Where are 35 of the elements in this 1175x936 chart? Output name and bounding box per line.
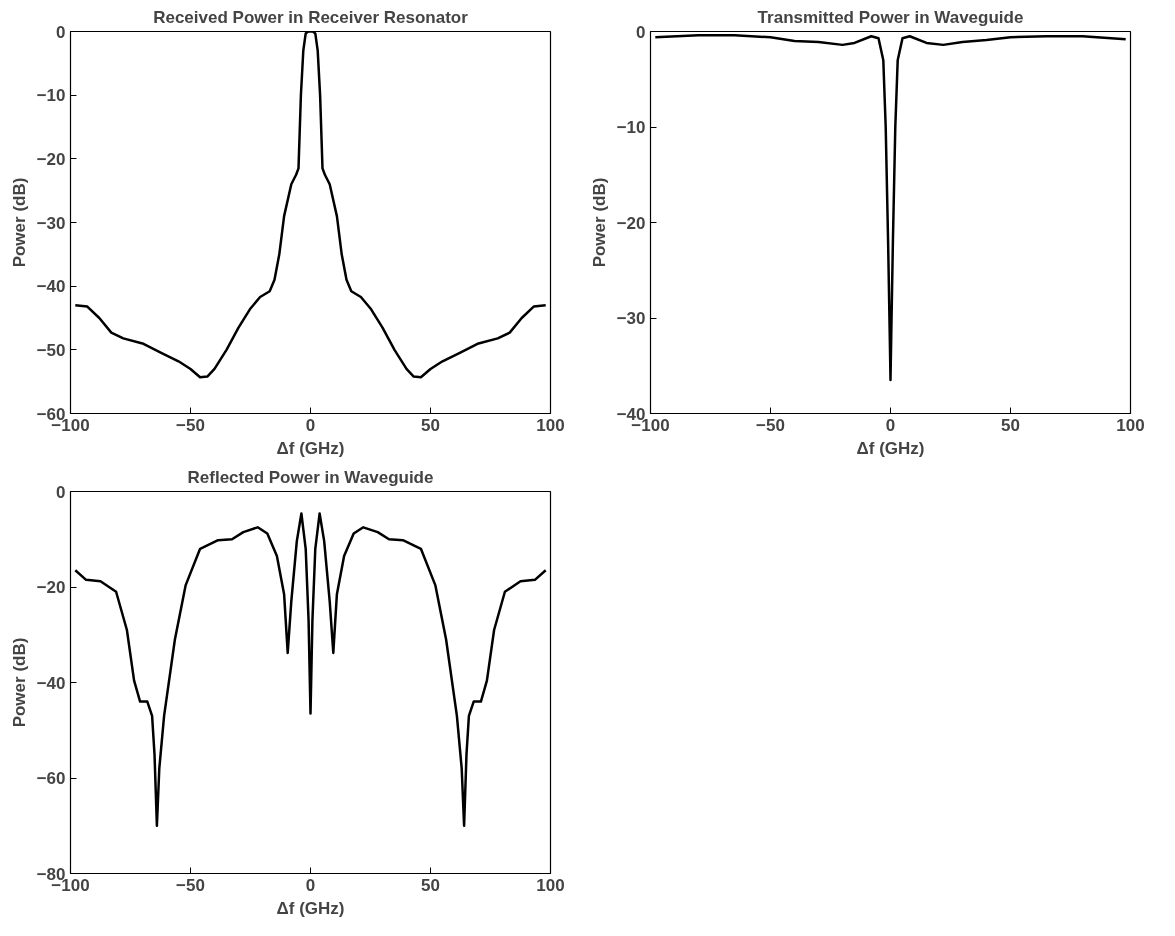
y-tick-label: −10 xyxy=(36,86,66,106)
y-tick-label: −30 xyxy=(36,213,66,233)
y-tick-label: −50 xyxy=(36,340,66,360)
y-tick-label: −20 xyxy=(36,578,66,597)
x-tick-label: −50 xyxy=(176,415,205,435)
chart-title: Transmitted Power in Waveguide xyxy=(757,7,1024,27)
x-tick-label: 50 xyxy=(421,415,440,435)
y-tick-label: −20 xyxy=(36,149,66,169)
y-tick-label: 0 xyxy=(56,22,66,42)
x-axis-title: Δf (GHz) xyxy=(856,438,925,458)
x-tick-label: 100 xyxy=(536,875,565,895)
y-tick-label: −40 xyxy=(36,673,66,693)
x-tick-label: 0 xyxy=(885,415,896,435)
y-axis-title: Power (dB) xyxy=(9,637,29,728)
x-axis-title: Δf (GHz) xyxy=(276,898,345,918)
x-tick-label: 0 xyxy=(305,875,316,895)
y-tick-label: −60 xyxy=(36,769,66,788)
y-tick-label: 0 xyxy=(56,482,66,502)
x-tick-label: −50 xyxy=(176,875,205,895)
chart-title: Reflected Power in Waveguide xyxy=(187,467,434,487)
y-tick-label: −20 xyxy=(616,213,646,233)
x-tick-label: 50 xyxy=(421,875,440,895)
x-tick-label: 50 xyxy=(1001,415,1020,435)
y-axis-title: Power (dB) xyxy=(9,177,29,268)
x-tick-label: −50 xyxy=(756,415,785,435)
x-tick-label: 0 xyxy=(305,415,316,435)
y-tick-label: −40 xyxy=(36,277,66,297)
y-axis-title: Power (dB) xyxy=(589,177,609,268)
x-tick-label: 100 xyxy=(536,415,565,435)
y-tick-label: −30 xyxy=(616,309,646,328)
chart-title: Received Power in Receiver Resonator xyxy=(153,7,469,27)
x-axis-title: Δf (GHz) xyxy=(276,438,345,458)
x-tick-label: 100 xyxy=(1116,415,1145,435)
y-tick-label: −10 xyxy=(616,118,646,137)
y-tick-label: 0 xyxy=(636,22,646,42)
